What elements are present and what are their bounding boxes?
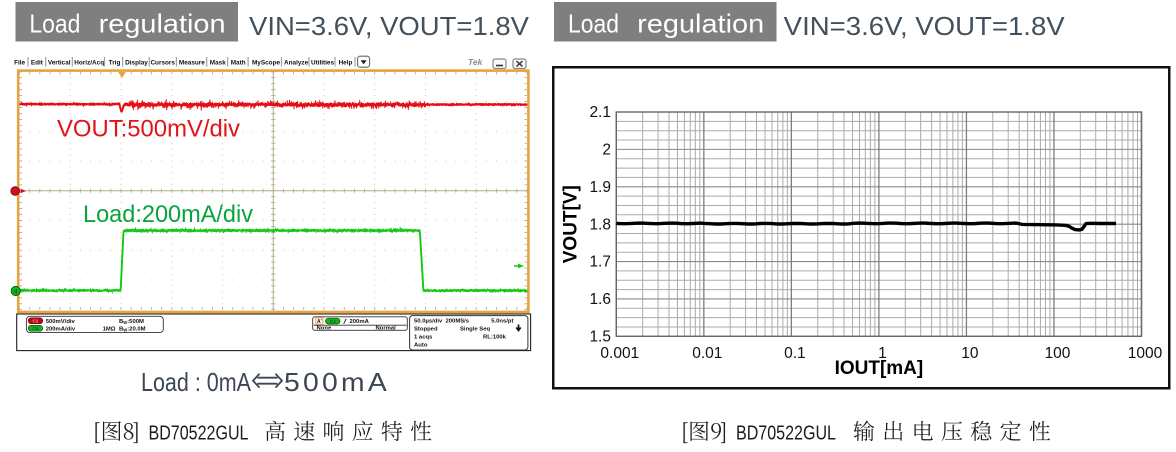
svg-text:Load: Load bbox=[29, 8, 80, 38]
svg-text:VIN=3.6V, VOUT=1.8V: VIN=3.6V, VOUT=1.8V bbox=[249, 11, 530, 41]
svg-text:A': A' bbox=[317, 319, 322, 325]
svg-text:50.0µs/div: 50.0µs/div bbox=[414, 318, 443, 324]
svg-text:200MS/s: 200MS/s bbox=[446, 318, 470, 324]
svg-text:1MΩ: 1MΩ bbox=[103, 327, 116, 333]
svg-text:Load : 0mA: Load : 0mA bbox=[141, 367, 252, 397]
svg-text:Single Seq: Single Seq bbox=[460, 326, 491, 332]
svg-text:1.5: 1.5 bbox=[589, 329, 611, 346]
svg-text:500mV/div: 500mV/div bbox=[46, 319, 76, 325]
svg-text:File: File bbox=[14, 59, 25, 66]
svg-text:Utilities: Utilities bbox=[311, 59, 335, 66]
svg-text:Load: Load bbox=[568, 8, 619, 38]
svg-text:5.0ns/pt: 5.0ns/pt bbox=[491, 318, 513, 324]
svg-text:Measure: Measure bbox=[179, 59, 205, 66]
svg-text:regulation: regulation bbox=[99, 8, 226, 38]
svg-text:2.1: 2.1 bbox=[589, 104, 611, 121]
svg-text:BD70522GUL: BD70522GUL bbox=[736, 423, 836, 445]
svg-text:1.8: 1.8 bbox=[589, 216, 611, 233]
svg-text:Vertical: Vertical bbox=[48, 59, 71, 66]
svg-text:Horiz/Acq: Horiz/Acq bbox=[74, 59, 104, 66]
svg-text:10: 10 bbox=[961, 345, 979, 362]
svg-text:BW:20.0M: BW:20.0M bbox=[119, 327, 146, 333]
svg-text:2: 2 bbox=[602, 142, 611, 159]
svg-text:regulation: regulation bbox=[637, 8, 764, 38]
svg-text:1.7: 1.7 bbox=[589, 254, 611, 271]
svg-text:Analyze: Analyze bbox=[284, 59, 309, 66]
svg-text:0.1: 0.1 bbox=[784, 345, 806, 362]
svg-text:Normal: Normal bbox=[376, 326, 397, 332]
svg-text:Math: Math bbox=[231, 59, 246, 66]
svg-text:Load:200mA/div: Load:200mA/div bbox=[83, 201, 253, 228]
svg-text:Edit: Edit bbox=[31, 59, 44, 66]
svg-text:VOUT[V]: VOUT[V] bbox=[561, 185, 582, 263]
svg-text:VIN=3.6V, VOUT=1.8V: VIN=3.6V, VOUT=1.8V bbox=[784, 11, 1066, 41]
svg-text:0.001: 0.001 bbox=[600, 345, 639, 362]
svg-text:Stopped: Stopped bbox=[414, 326, 438, 332]
svg-text:1 acqs: 1 acqs bbox=[414, 334, 433, 340]
svg-text:500mA: 500mA bbox=[284, 367, 390, 397]
svg-text:Help: Help bbox=[339, 59, 353, 66]
svg-text:C1: C1 bbox=[32, 319, 38, 324]
svg-text:4: 4 bbox=[14, 288, 18, 295]
svg-text:MyScope: MyScope bbox=[252, 59, 281, 66]
svg-text:Cursors: Cursors bbox=[150, 59, 175, 66]
svg-text:1.6: 1.6 bbox=[589, 291, 611, 308]
svg-text:None: None bbox=[317, 326, 332, 332]
svg-text:200mA/div: 200mA/div bbox=[46, 327, 76, 333]
svg-text:BD70522GUL: BD70522GUL bbox=[149, 423, 249, 445]
svg-text:200mA: 200mA bbox=[350, 319, 370, 325]
svg-text:100: 100 bbox=[1045, 345, 1071, 362]
svg-text:0.01: 0.01 bbox=[692, 345, 722, 362]
svg-text:IOUT[mA]: IOUT[mA] bbox=[835, 358, 924, 379]
svg-text:1: 1 bbox=[878, 345, 887, 362]
svg-text:VOUT:500mV/div: VOUT:500mV/div bbox=[57, 116, 240, 143]
svg-text:C4: C4 bbox=[330, 319, 336, 324]
svg-text:BW:500M: BW:500M bbox=[119, 319, 144, 325]
svg-text:RL:100k: RL:100k bbox=[483, 334, 507, 340]
svg-text:C4: C4 bbox=[32, 326, 38, 331]
svg-text:Auto: Auto bbox=[414, 342, 428, 348]
svg-text:1.9: 1.9 bbox=[589, 179, 611, 196]
svg-text:Mask: Mask bbox=[210, 59, 226, 66]
svg-text:1000: 1000 bbox=[1128, 345, 1163, 362]
svg-text:Trig: Trig bbox=[109, 59, 121, 66]
svg-text:Tek: Tek bbox=[468, 57, 484, 67]
svg-text:Display: Display bbox=[125, 59, 148, 66]
